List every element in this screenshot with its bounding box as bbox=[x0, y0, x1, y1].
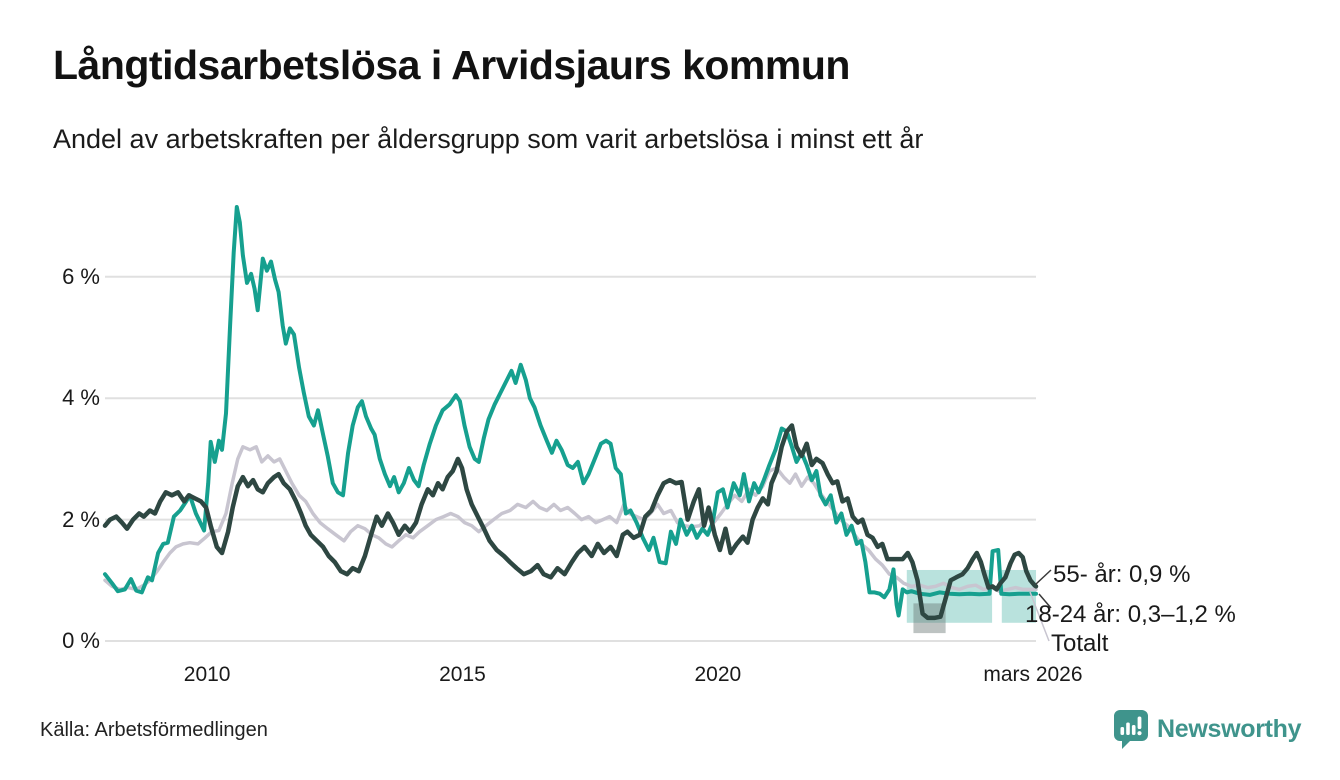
series-Totalt bbox=[103, 445, 1038, 593]
x-tick-label: mars 2026 bbox=[983, 663, 1083, 686]
brand-logo[interactable]: Newsworthy bbox=[1113, 709, 1302, 749]
series-55- år bbox=[102, 423, 1039, 621]
page-title: Långtidsarbetslösa i Arvidsjaurs kommun bbox=[53, 42, 850, 88]
series-annotation: 18-24 år: 0,3–1,2 % bbox=[1025, 601, 1236, 628]
y-tick-label: 6 % bbox=[62, 263, 100, 289]
x-tick-label: 2010 bbox=[183, 663, 231, 686]
y-tick-label: 4 % bbox=[62, 385, 100, 411]
leader-line bbox=[1035, 569, 1052, 585]
source-note: Källa: Arbetsförmedlingen bbox=[40, 719, 268, 741]
x-tick-label: 2020 bbox=[694, 663, 742, 686]
x-tick-label: 2015 bbox=[439, 663, 486, 686]
y-tick-label: 0 % bbox=[62, 628, 100, 653]
leader-line bbox=[1029, 591, 1050, 642]
series-annotation: 55- år: 0,9 % bbox=[1053, 561, 1191, 588]
series-18-24 år bbox=[103, 205, 1038, 618]
chart-subtitle: Andel av arbetskraften per åldersgrupp s… bbox=[53, 124, 924, 154]
leader-line bbox=[1038, 593, 1052, 609]
newsworthy-icon bbox=[1114, 710, 1148, 749]
y-tick-label: 2 % bbox=[62, 506, 100, 532]
series-annotation: Totalt bbox=[1051, 630, 1109, 657]
brand-name: Newsworthy bbox=[1157, 714, 1302, 743]
